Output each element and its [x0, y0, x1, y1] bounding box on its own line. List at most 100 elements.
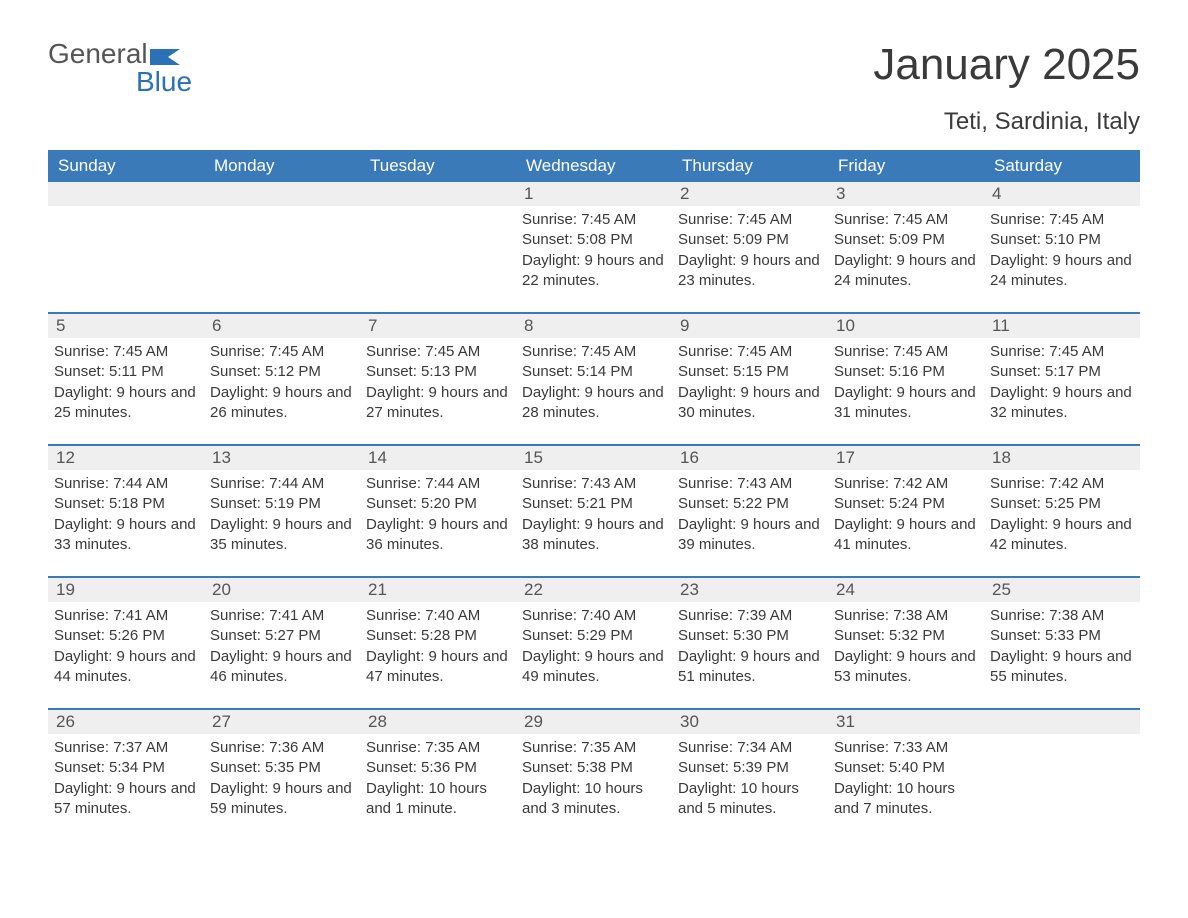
day-number: 24	[828, 578, 984, 602]
sunrise-line: Sunrise: 7:45 AM	[678, 210, 822, 230]
calendar-cell: 14Sunrise: 7:44 AMSunset: 5:20 PMDayligh…	[360, 446, 516, 566]
calendar-cell: 13Sunrise: 7:44 AMSunset: 5:19 PMDayligh…	[204, 446, 360, 566]
sunset-line: Sunset: 5:11 PM	[54, 362, 198, 382]
sunset-line: Sunset: 5:25 PM	[990, 494, 1134, 514]
calendar-cell: 30Sunrise: 7:34 AMSunset: 5:39 PMDayligh…	[672, 710, 828, 830]
calendar-cell: 6Sunrise: 7:45 AMSunset: 5:12 PMDaylight…	[204, 314, 360, 434]
day-number: 8	[516, 314, 672, 338]
daylight-line: Daylight: 9 hours and 39 minutes.	[678, 515, 822, 556]
sunset-line: Sunset: 5:34 PM	[54, 758, 198, 778]
daylight-line: Daylight: 9 hours and 38 minutes.	[522, 515, 666, 556]
calendar-cell: 25Sunrise: 7:38 AMSunset: 5:33 PMDayligh…	[984, 578, 1140, 698]
day-number: 23	[672, 578, 828, 602]
cell-body: Sunrise: 7:45 AMSunset: 5:11 PMDaylight:…	[48, 338, 204, 429]
sunrise-line: Sunrise: 7:44 AM	[210, 474, 354, 494]
calendar-cell	[984, 710, 1140, 830]
sunrise-line: Sunrise: 7:45 AM	[210, 342, 354, 362]
calendar-cell: 23Sunrise: 7:39 AMSunset: 5:30 PMDayligh…	[672, 578, 828, 698]
calendar-cell: 18Sunrise: 7:42 AMSunset: 5:25 PMDayligh…	[984, 446, 1140, 566]
sunrise-line: Sunrise: 7:45 AM	[522, 342, 666, 362]
week-row: 12Sunrise: 7:44 AMSunset: 5:18 PMDayligh…	[48, 444, 1140, 566]
cell-body: Sunrise: 7:38 AMSunset: 5:33 PMDaylight:…	[984, 602, 1140, 693]
cell-body: Sunrise: 7:44 AMSunset: 5:18 PMDaylight:…	[48, 470, 204, 561]
sunrise-line: Sunrise: 7:41 AM	[54, 606, 198, 626]
sunset-line: Sunset: 5:39 PM	[678, 758, 822, 778]
cell-body: Sunrise: 7:45 AMSunset: 5:16 PMDaylight:…	[828, 338, 984, 429]
logo-flag-icon	[150, 43, 186, 65]
sunset-line: Sunset: 5:09 PM	[678, 230, 822, 250]
day-number: 7	[360, 314, 516, 338]
calendar-cell: 5Sunrise: 7:45 AMSunset: 5:11 PMDaylight…	[48, 314, 204, 434]
cell-body: Sunrise: 7:42 AMSunset: 5:24 PMDaylight:…	[828, 470, 984, 561]
sunrise-line: Sunrise: 7:37 AM	[54, 738, 198, 758]
day-header-row: Sunday Monday Tuesday Wednesday Thursday…	[48, 150, 1140, 182]
day-number: 18	[984, 446, 1140, 470]
day-number: 26	[48, 710, 204, 734]
cell-body: Sunrise: 7:43 AMSunset: 5:21 PMDaylight:…	[516, 470, 672, 561]
sunset-line: Sunset: 5:24 PM	[834, 494, 978, 514]
month-title: January 2025	[873, 40, 1140, 90]
cell-body: Sunrise: 7:44 AMSunset: 5:19 PMDaylight:…	[204, 470, 360, 561]
cell-body: Sunrise: 7:40 AMSunset: 5:29 PMDaylight:…	[516, 602, 672, 693]
daylight-line: Daylight: 9 hours and 57 minutes.	[54, 779, 198, 820]
day-number	[48, 182, 204, 206]
daylight-line: Daylight: 9 hours and 22 minutes.	[522, 251, 666, 292]
day-number: 16	[672, 446, 828, 470]
cell-body: Sunrise: 7:41 AMSunset: 5:27 PMDaylight:…	[204, 602, 360, 693]
daylight-line: Daylight: 9 hours and 28 minutes.	[522, 383, 666, 424]
cell-body: Sunrise: 7:34 AMSunset: 5:39 PMDaylight:…	[672, 734, 828, 825]
sunset-line: Sunset: 5:10 PM	[990, 230, 1134, 250]
day-number: 3	[828, 182, 984, 206]
cell-body: Sunrise: 7:40 AMSunset: 5:28 PMDaylight:…	[360, 602, 516, 693]
sunrise-line: Sunrise: 7:40 AM	[522, 606, 666, 626]
sunrise-line: Sunrise: 7:42 AM	[834, 474, 978, 494]
sunset-line: Sunset: 5:19 PM	[210, 494, 354, 514]
sunset-line: Sunset: 5:20 PM	[366, 494, 510, 514]
daylight-line: Daylight: 10 hours and 7 minutes.	[834, 779, 978, 820]
calendar-cell: 4Sunrise: 7:45 AMSunset: 5:10 PMDaylight…	[984, 182, 1140, 302]
sunset-line: Sunset: 5:33 PM	[990, 626, 1134, 646]
calendar-cell: 7Sunrise: 7:45 AMSunset: 5:13 PMDaylight…	[360, 314, 516, 434]
daylight-line: Daylight: 9 hours and 24 minutes.	[834, 251, 978, 292]
calendar-cell	[360, 182, 516, 302]
day-number: 2	[672, 182, 828, 206]
calendar-cell: 22Sunrise: 7:40 AMSunset: 5:29 PMDayligh…	[516, 578, 672, 698]
day-number: 13	[204, 446, 360, 470]
calendar-cell: 29Sunrise: 7:35 AMSunset: 5:38 PMDayligh…	[516, 710, 672, 830]
day-number: 20	[204, 578, 360, 602]
calendar-cell	[48, 182, 204, 302]
day-number: 5	[48, 314, 204, 338]
calendar: Sunday Monday Tuesday Wednesday Thursday…	[48, 150, 1140, 830]
daylight-line: Daylight: 9 hours and 59 minutes.	[210, 779, 354, 820]
calendar-cell: 8Sunrise: 7:45 AMSunset: 5:14 PMDaylight…	[516, 314, 672, 434]
day-number: 19	[48, 578, 204, 602]
sunrise-line: Sunrise: 7:33 AM	[834, 738, 978, 758]
sunset-line: Sunset: 5:38 PM	[522, 758, 666, 778]
day-number: 25	[984, 578, 1140, 602]
day-number: 15	[516, 446, 672, 470]
daylight-line: Daylight: 9 hours and 25 minutes.	[54, 383, 198, 424]
cell-body: Sunrise: 7:33 AMSunset: 5:40 PMDaylight:…	[828, 734, 984, 825]
daylight-line: Daylight: 9 hours and 55 minutes.	[990, 647, 1134, 688]
sunset-line: Sunset: 5:36 PM	[366, 758, 510, 778]
sunset-line: Sunset: 5:40 PM	[834, 758, 978, 778]
sunset-line: Sunset: 5:09 PM	[834, 230, 978, 250]
cell-body: Sunrise: 7:45 AMSunset: 5:13 PMDaylight:…	[360, 338, 516, 429]
logo-line1: General	[48, 40, 148, 68]
sunrise-line: Sunrise: 7:34 AM	[678, 738, 822, 758]
calendar-cell: 27Sunrise: 7:36 AMSunset: 5:35 PMDayligh…	[204, 710, 360, 830]
sunrise-line: Sunrise: 7:45 AM	[990, 210, 1134, 230]
sunrise-line: Sunrise: 7:43 AM	[678, 474, 822, 494]
daylight-line: Daylight: 9 hours and 49 minutes.	[522, 647, 666, 688]
cell-body	[204, 206, 360, 302]
sunrise-line: Sunrise: 7:44 AM	[54, 474, 198, 494]
daylight-line: Daylight: 9 hours and 30 minutes.	[678, 383, 822, 424]
daylight-line: Daylight: 9 hours and 51 minutes.	[678, 647, 822, 688]
day-number: 27	[204, 710, 360, 734]
day-header-thu: Thursday	[672, 150, 828, 182]
cell-body: Sunrise: 7:45 AMSunset: 5:14 PMDaylight:…	[516, 338, 672, 429]
daylight-line: Daylight: 9 hours and 27 minutes.	[366, 383, 510, 424]
day-number	[360, 182, 516, 206]
day-number: 22	[516, 578, 672, 602]
sunset-line: Sunset: 5:14 PM	[522, 362, 666, 382]
